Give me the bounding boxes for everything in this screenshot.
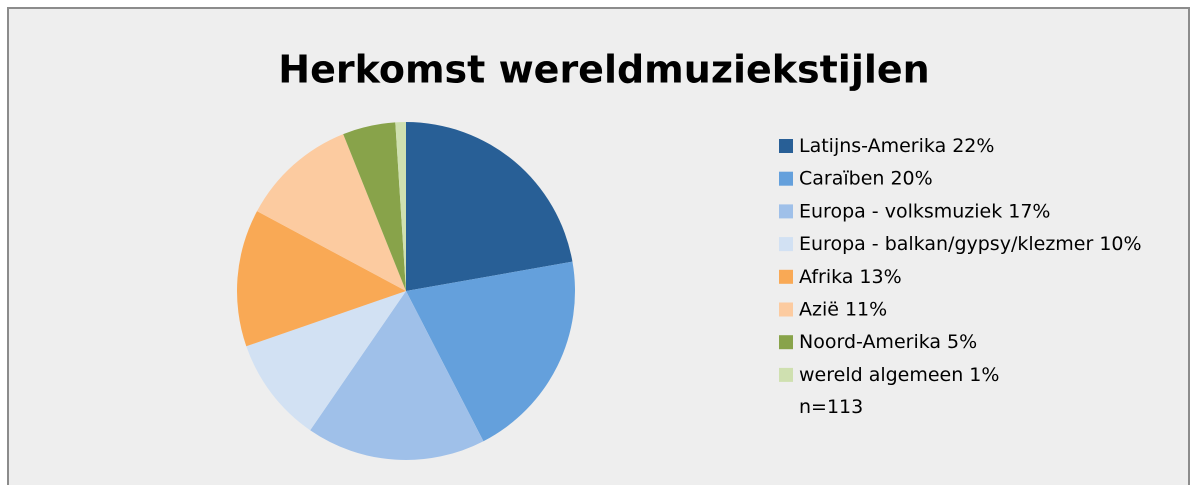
legend-swatch [779, 367, 793, 382]
legend-label: Europa - volksmuziek 17% [799, 200, 1050, 222]
legend-swatch [779, 204, 793, 219]
pie-slice [246, 291, 406, 431]
legend-name: Caraïben [799, 167, 884, 189]
pie-slice [257, 134, 406, 291]
legend-value: 10% [1099, 233, 1141, 255]
legend-label: Caraïben 20% [799, 167, 933, 189]
legend-swatch [779, 302, 793, 317]
legend-name: Europa - volksmuziek [799, 200, 1002, 222]
legend-name: wereld algemeen [799, 363, 963, 385]
chart-area [7, 7, 1190, 485]
legend-label: wereld algemeen 1% [799, 363, 999, 385]
legend-value: 20% [890, 167, 932, 189]
legend-swatch [779, 269, 793, 284]
legend-label: Noord-Amerika 5% [799, 331, 977, 353]
legend-name: Afrika [799, 265, 853, 287]
legend-value: 17% [1008, 200, 1050, 222]
pie-slice [343, 122, 406, 292]
legend-name: Europa - balkan/gypsy/klezmer [799, 233, 1093, 255]
legend-swatch [779, 335, 793, 350]
pie-slice [395, 122, 406, 291]
legend-name: Latijns-Amerika [799, 135, 946, 157]
legend-value: 11% [845, 298, 887, 320]
legend-label: Latijns-Amerika 22% [799, 135, 994, 157]
chart-title: Herkomst wereldmuziekstijlen [278, 48, 929, 92]
annotation: n=113 [799, 396, 863, 418]
legend-label: Europa - balkan/gypsy/klezmer 10% [799, 233, 1142, 255]
pie-slice [406, 122, 573, 291]
pie-slice [406, 261, 575, 442]
legend-label: Afrika 13% [799, 265, 902, 287]
legend-swatch [779, 139, 793, 153]
legend-value: 22% [952, 135, 994, 157]
legend-value: 5% [947, 331, 977, 353]
legend-name: Noord-Amerika [799, 331, 941, 353]
legend-value: 1% [969, 363, 999, 385]
legend-name: Azië [799, 298, 839, 320]
legend-value: 13% [859, 265, 901, 287]
legend-label: Azië 11% [799, 298, 887, 320]
pie-slice [237, 211, 406, 347]
legend-swatch [779, 171, 793, 186]
pie-slice [310, 291, 484, 461]
legend-swatch [779, 237, 793, 252]
